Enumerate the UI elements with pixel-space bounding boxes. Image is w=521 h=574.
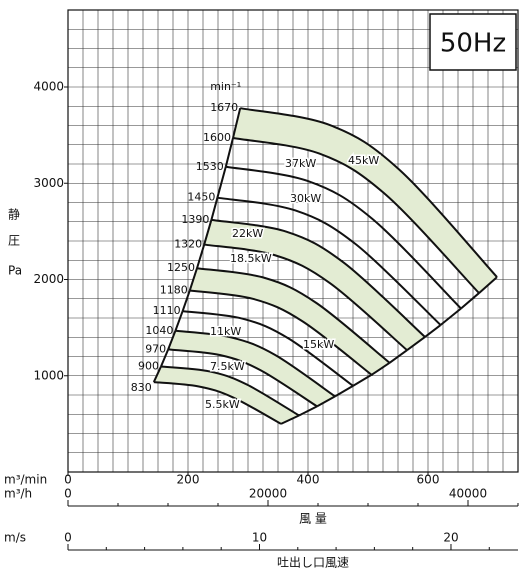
x-unit: m³/min — [4, 473, 47, 487]
right-boundary — [298, 405, 318, 417]
tick-label: 0 — [64, 531, 72, 545]
speed-label: 1670 — [210, 101, 238, 114]
speed-label: 1600 — [203, 131, 231, 144]
power-label: 15kW — [303, 338, 334, 351]
speed-label: 1250 — [167, 261, 195, 274]
speed-label: 1390 — [181, 213, 209, 226]
axis-label: 風 量 — [299, 512, 327, 526]
left-boundary — [167, 330, 177, 350]
right-boundary — [478, 276, 498, 294]
right-boundary — [406, 336, 426, 351]
left-boundary — [174, 310, 184, 332]
right-boundary — [371, 362, 391, 376]
x-tick-label: 200 — [177, 473, 200, 487]
tick-label: 10 — [252, 531, 267, 545]
speed-unit: min⁻¹ — [210, 80, 241, 93]
tick-label: 20 — [443, 531, 458, 545]
right-boundary — [439, 307, 462, 326]
y-tick-label: 3000 — [33, 176, 64, 190]
speed-curve — [153, 381, 282, 425]
y-axis-label: 静 — [8, 208, 20, 222]
axis-unit: m³/h — [4, 487, 32, 501]
shaded-band — [153, 366, 299, 424]
left-boundary — [203, 219, 213, 245]
frequency-label: 50Hz — [440, 29, 506, 59]
tick-label: 40000 — [449, 487, 487, 501]
plot-frame — [67, 9, 519, 473]
right-boundary — [460, 292, 480, 310]
left-boundary — [181, 290, 191, 312]
speed-label: 1320 — [174, 238, 202, 251]
speed-label: 900 — [138, 360, 159, 373]
speed-curve — [204, 243, 408, 351]
x-tick-label: 0 — [64, 473, 72, 487]
y-tick-label: 1000 — [33, 368, 64, 382]
speed-curve — [196, 267, 391, 364]
left-boundary — [216, 166, 227, 198]
power-label: 37kW — [285, 157, 316, 170]
right-boundary — [280, 414, 300, 425]
power-label: 45kW — [348, 154, 379, 167]
left-boundary — [188, 267, 198, 291]
speed-curve — [232, 137, 480, 294]
left-boundary — [210, 197, 219, 221]
y-axis-label: Pa — [8, 264, 22, 278]
speed-curve — [189, 289, 373, 376]
speed-curve — [225, 165, 462, 310]
shaded-band — [204, 219, 425, 351]
left-boundary — [224, 137, 234, 168]
left-boundary — [232, 107, 242, 139]
power-label: 22kW — [232, 227, 263, 240]
axis-unit: m/s — [4, 531, 26, 545]
right-boundary — [334, 384, 354, 398]
y-tick-label: 2000 — [33, 272, 64, 286]
tick-label: 0 — [64, 487, 72, 501]
y-axis-label: 圧 — [8, 234, 20, 248]
left-boundary — [160, 348, 170, 367]
right-boundary — [424, 324, 442, 338]
speed-curve — [211, 218, 426, 338]
frequency-box — [429, 13, 517, 71]
speed-curve — [168, 348, 318, 408]
tick-label: 20000 — [249, 487, 287, 501]
speed-label: 970 — [145, 342, 166, 355]
speed-label: 1530 — [196, 160, 224, 173]
right-boundary — [389, 349, 408, 364]
x-tick-label: 400 — [297, 473, 320, 487]
speed-curve — [175, 329, 336, 398]
shaded-band — [233, 108, 497, 294]
left-boundary — [196, 244, 206, 269]
left-boundary — [152, 366, 162, 383]
speed-curve — [182, 310, 354, 387]
axis-label: 吐出し口風速 — [277, 556, 349, 570]
speed-curve — [240, 107, 498, 278]
x-tick-label: 600 — [417, 473, 440, 487]
speed-label: 1110 — [153, 304, 181, 317]
speed-label: 1040 — [145, 324, 173, 337]
right-boundary — [316, 395, 336, 408]
power-label: 11kW — [210, 325, 241, 338]
right-boundary — [352, 373, 373, 387]
power-label: 7.5kW — [210, 360, 245, 373]
power-label: 5.5kW — [205, 398, 240, 411]
shaded-band — [168, 330, 335, 407]
speed-label: 1180 — [160, 283, 188, 296]
speed-label: 1450 — [187, 191, 215, 204]
power-label: 18.5kW — [230, 252, 272, 265]
speed-curve — [160, 365, 300, 417]
y-tick-label: 4000 — [33, 80, 64, 94]
speed-label: 830 — [131, 381, 152, 394]
power-label: 30kW — [290, 192, 321, 205]
speed-curve — [217, 196, 442, 326]
